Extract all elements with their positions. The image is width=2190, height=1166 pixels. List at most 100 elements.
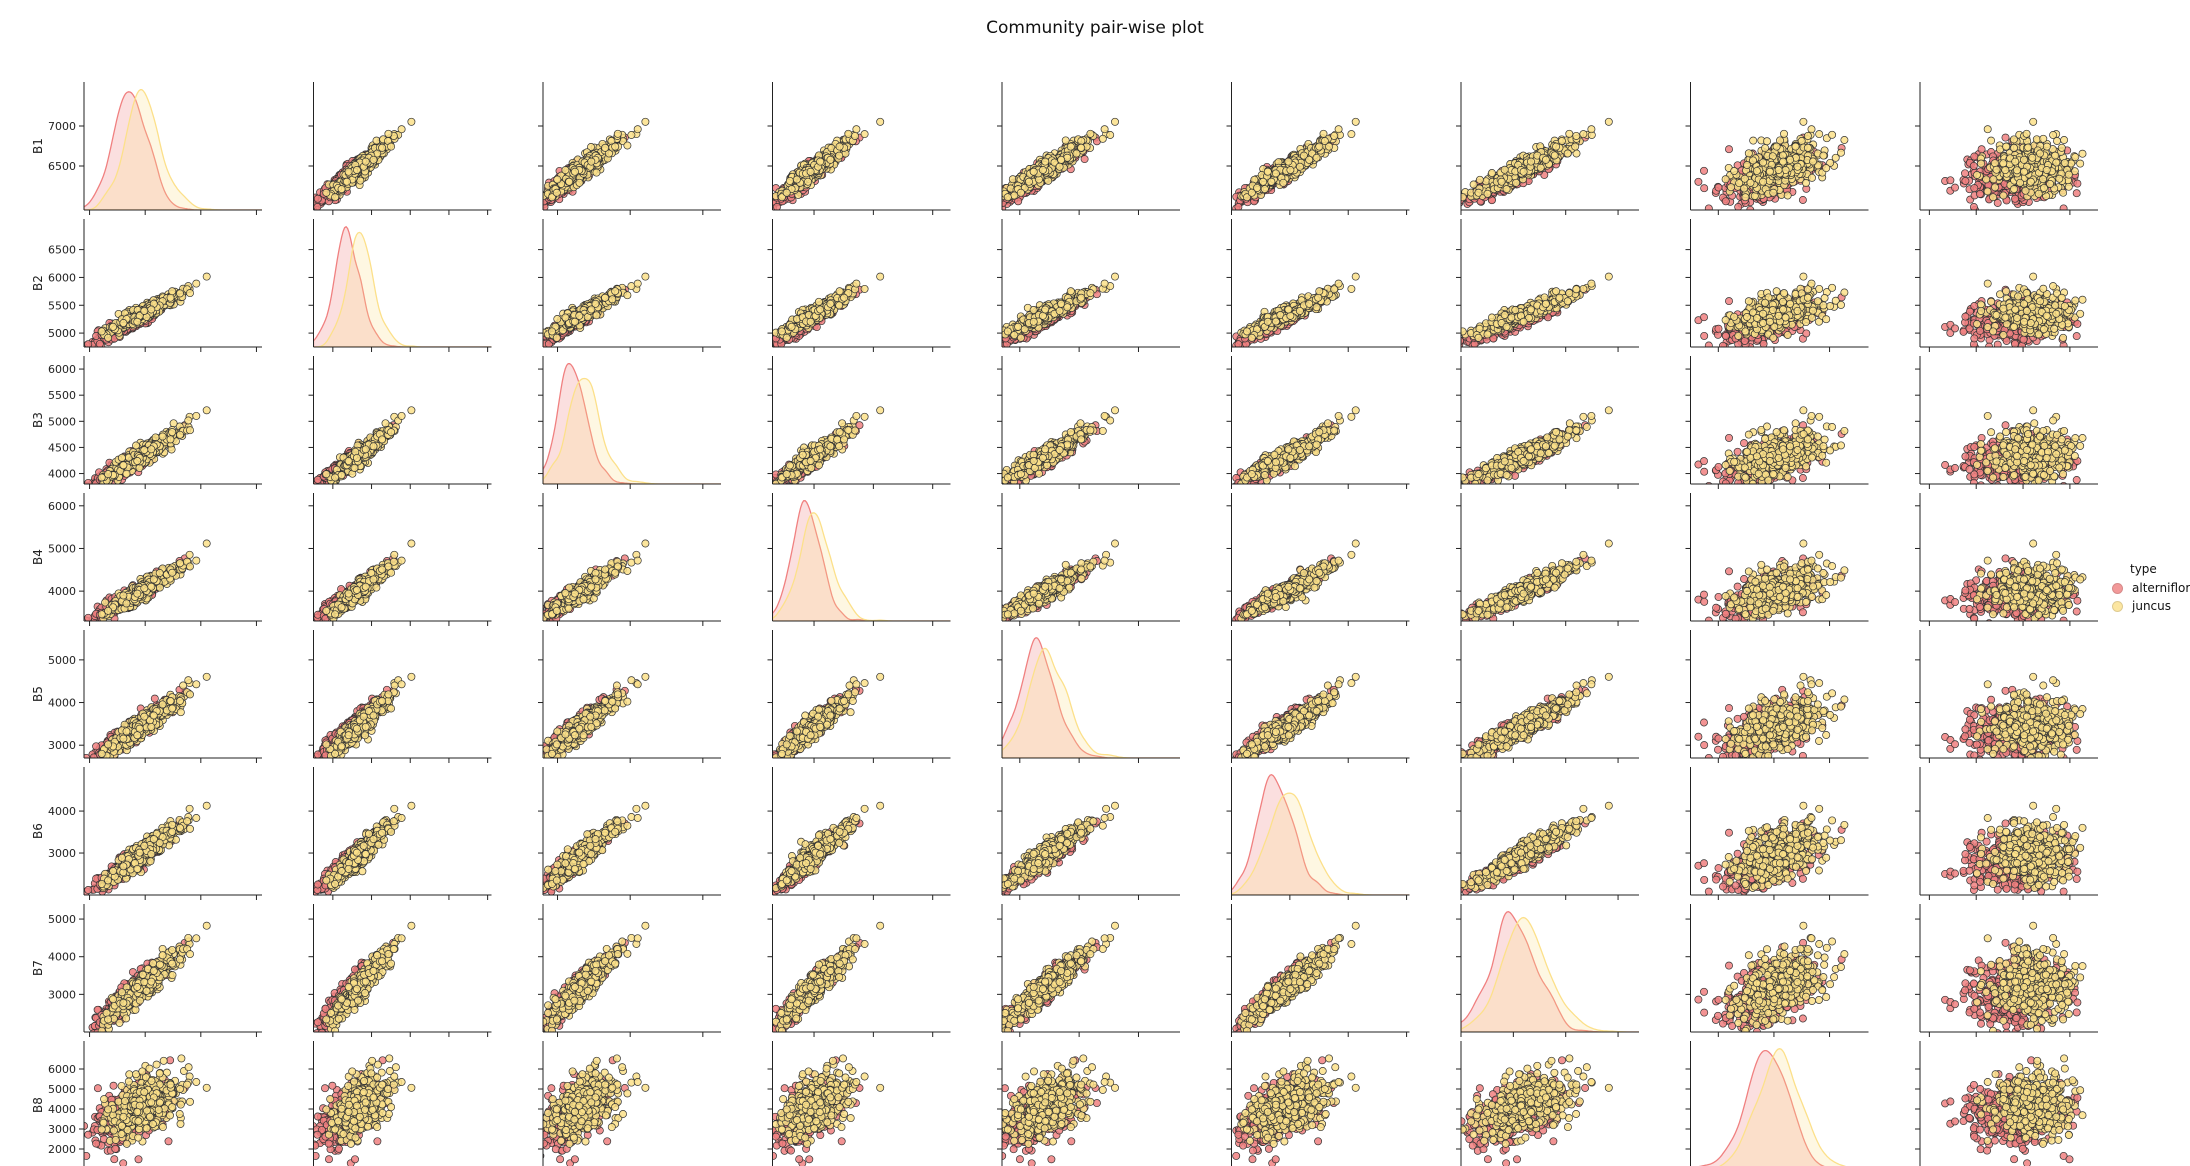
point-juncus [624,142,631,149]
point-juncus [1264,168,1271,175]
point-juncus [642,118,649,125]
point-alterniflora [766,196,773,203]
point-alterniflora [756,206,763,213]
panel-marks [1451,118,1612,213]
point-juncus [1285,158,1292,165]
point-juncus [786,177,793,184]
point-juncus [1248,189,1255,196]
point-juncus [807,168,814,175]
scatter-series-juncus [323,118,415,201]
point-juncus [851,132,858,139]
scatter-series-juncus [1459,118,1612,201]
point-juncus [398,126,405,133]
point-juncus [338,186,345,193]
y-tick-label: 6500 [48,160,76,173]
point-juncus [1111,118,1118,125]
point-juncus [614,130,621,137]
point-juncus [1331,132,1338,139]
point-juncus [1335,126,1342,133]
point-juncus [1320,130,1327,137]
point-alterniflora [1453,203,1460,210]
point-juncus [1087,130,1094,137]
point-juncus [1296,163,1303,170]
panel-B1-vs-B6 [1220,82,1409,215]
point-juncus [1058,156,1065,163]
point-juncus [1348,131,1355,138]
point-juncus [845,130,852,137]
point-juncus [1017,189,1024,196]
y-axis-label: B1 [31,138,45,154]
point-alterniflora [1451,205,1458,212]
point-juncus [385,130,392,137]
panel-marks [986,118,1119,213]
point-juncus [804,178,811,185]
point-juncus [1272,170,1279,177]
point-juncus [602,144,609,151]
panel-marks [756,118,884,213]
point-juncus [388,143,395,150]
point-juncus [853,126,860,133]
panel-B1-vs-B5 [986,82,1180,215]
point-juncus [1101,126,1108,133]
point-alterniflora [535,197,542,204]
point-juncus [1260,178,1267,185]
point-juncus [1099,135,1106,142]
point-juncus [1078,137,1085,144]
point-juncus [323,189,330,196]
scatter-series-juncus [1238,118,1360,201]
panel-B1-vs-B4 [756,82,951,215]
point-juncus [1042,158,1049,165]
point-juncus [588,158,595,165]
point-alterniflora [988,206,995,213]
panel-marks [1220,118,1359,213]
panel-B1-vs-B3 [523,82,721,215]
panel-marks [310,118,416,213]
point-juncus [1011,192,1018,199]
point-juncus [343,178,350,185]
point-juncus [1004,194,1011,201]
point-juncus [562,167,569,174]
point-juncus [1062,137,1069,144]
point-juncus [1306,156,1313,163]
point-alterniflora [523,206,530,213]
point-juncus [362,158,369,165]
point-alterniflora [1220,196,1227,203]
point-alterniflora [1222,206,1229,213]
y-tick-label: 7000 [48,120,76,133]
point-alterniflora [314,195,321,202]
point-juncus [554,176,561,183]
point-juncus [1030,168,1037,175]
point-juncus [332,194,339,201]
point-juncus [827,156,834,163]
point-juncus [1352,118,1359,125]
point-juncus [1067,143,1074,150]
point-juncus [576,179,583,186]
point-juncus [628,131,635,138]
point-alterniflora [764,199,771,206]
point-juncus [1025,178,1032,185]
panel-B1-vs-B7 [1451,82,1639,215]
point-juncus [836,143,843,150]
point-juncus [1261,186,1268,193]
panel-B1-vs-B2 [309,82,492,215]
point-juncus [1316,143,1323,150]
point-juncus [370,156,377,163]
point-juncus [1107,131,1114,138]
point-juncus [783,189,790,196]
point-juncus [1280,179,1287,186]
point-juncus [408,118,415,125]
scatter-series-juncus [998,118,1118,201]
point-alterniflora [534,196,541,203]
point-juncus [1056,163,1063,170]
point-alterniflora [986,196,993,203]
point-juncus [345,168,352,175]
point-juncus [836,152,843,159]
point-juncus [353,166,360,173]
point-alterniflora [532,192,539,199]
panel-marks [84,90,262,210]
point-juncus [571,168,578,175]
point-juncus [793,176,800,183]
point-juncus [593,169,600,176]
point-juncus [612,143,619,150]
